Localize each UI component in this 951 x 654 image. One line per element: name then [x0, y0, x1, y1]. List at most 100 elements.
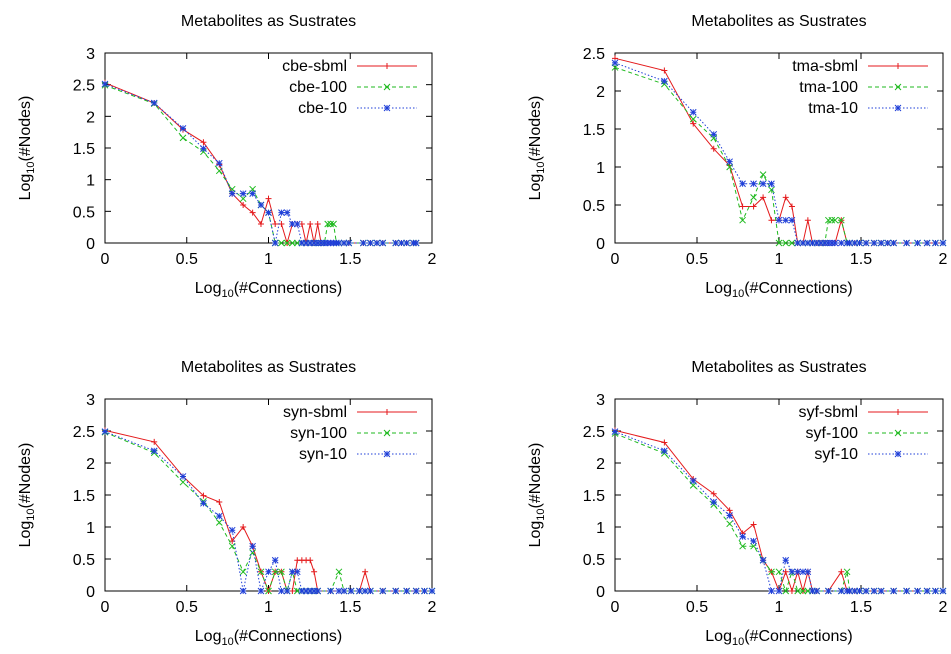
data-point [392, 587, 400, 595]
data-point [403, 239, 411, 247]
data-point [923, 239, 931, 247]
chart-panel-tma: Metabolites as Sustrates 0 0.5 1 1.5 2 0 0.5 1 1.… [476, 0, 951, 327]
data-point [782, 216, 790, 224]
data-point [240, 202, 247, 208]
chart-title: Metabolites as Sustrates [181, 359, 356, 376]
data-point [821, 239, 829, 247]
data-point [314, 239, 322, 247]
data-point [345, 239, 353, 247]
data-point [379, 239, 387, 247]
series-line-syn-100 [104, 431, 432, 593]
data-point [690, 120, 697, 127]
x-axis-label: Log10(#Connections) [195, 628, 342, 648]
legend-marker [894, 429, 902, 437]
data-point [271, 239, 279, 247]
y-tick-label: 1.5 [583, 488, 605, 505]
data-point [890, 239, 897, 247]
data-point [804, 217, 811, 224]
x-tick-label: 0.5 [686, 251, 708, 268]
data-point [327, 587, 334, 595]
x-tick-label: 1 [775, 251, 784, 268]
series-tma-10 [611, 59, 947, 247]
data-point [932, 587, 939, 595]
y-tick-label: 3 [596, 392, 605, 409]
data-point [278, 587, 285, 595]
y-axis-label: Log10(#Nodes) [17, 443, 37, 548]
data-point [750, 537, 757, 545]
series-line-tma-sbml [614, 57, 943, 244]
data-point [689, 108, 697, 116]
data-point [307, 221, 314, 227]
x-tick-label: 0 [611, 251, 620, 268]
legend-marker [384, 409, 390, 415]
chart-svg-syn: Metabolites as Sustrates 0 0.5 1 1.5 2 0 0.5 1 1.… [17, 359, 437, 648]
data-point [782, 568, 789, 575]
data-point [150, 447, 158, 455]
legend-label: tma-sbml [792, 58, 858, 75]
data-point [298, 239, 306, 247]
data-point [710, 145, 717, 152]
y-tick-label: 0 [596, 236, 605, 253]
y-tick-label: 2.5 [73, 78, 95, 95]
data-point [179, 473, 187, 480]
x-tick-label: 2 [939, 251, 948, 268]
data-point [768, 217, 775, 224]
data-point [403, 587, 411, 595]
data-point [782, 556, 790, 564]
y-tick-label: 3 [86, 392, 95, 409]
legend-label: tma-100 [799, 79, 858, 96]
data-point [265, 209, 272, 216]
data-point [228, 190, 236, 197]
data-point [239, 190, 247, 197]
data-point [239, 195, 247, 203]
data-point [200, 145, 207, 152]
data-point [327, 220, 334, 228]
data-point [726, 520, 733, 528]
legend-label: syf-sbml [798, 404, 858, 421]
x-tick-label: 2 [428, 599, 437, 616]
data-point [846, 239, 854, 247]
data-point [799, 239, 807, 247]
y-tick-label: 1 [86, 173, 95, 190]
y-tick-label: 1.5 [73, 141, 95, 158]
data-point [923, 587, 931, 595]
data-point [271, 556, 279, 564]
data-point [257, 587, 265, 595]
legend-marker [384, 63, 390, 69]
data-point [726, 163, 733, 171]
x-tick-label: 1 [775, 599, 784, 616]
data-point [831, 239, 839, 247]
data-point [379, 587, 387, 595]
data-point [257, 568, 265, 576]
data-point [726, 507, 733, 514]
data-point [710, 490, 717, 497]
data-point [837, 587, 845, 595]
data-point [335, 587, 343, 595]
y-tick-label: 2.5 [583, 46, 605, 63]
data-point [347, 587, 355, 595]
data-point [760, 194, 767, 201]
y-axis-label: Log10(#Nodes) [17, 96, 37, 201]
data-point [265, 195, 272, 202]
data-point [739, 533, 746, 540]
data-point [768, 568, 775, 576]
legend-label: syn-sbml [283, 404, 347, 421]
data-point [775, 239, 783, 247]
data-point [340, 239, 348, 247]
data-point [877, 239, 885, 247]
plot-frame [104, 398, 433, 592]
data-point [846, 587, 854, 595]
chart-panel-syn: Metabolites as Sustrates 0 0.5 1 1.5 2 0 0.5 1 1.… [0, 327, 475, 654]
y-tick-label: 0 [86, 584, 95, 601]
y-tick-label: 1.5 [73, 488, 95, 505]
data-point [289, 588, 296, 594]
x-tick-label: 1.5 [850, 251, 872, 268]
y-tick-label: 1.5 [583, 122, 605, 139]
data-point [739, 180, 746, 188]
legend-marker [383, 83, 391, 91]
data-point [362, 568, 369, 575]
y-tick-label: 0.5 [73, 552, 95, 569]
data-point [611, 59, 619, 67]
data-point [782, 194, 789, 201]
data-point [359, 239, 367, 247]
